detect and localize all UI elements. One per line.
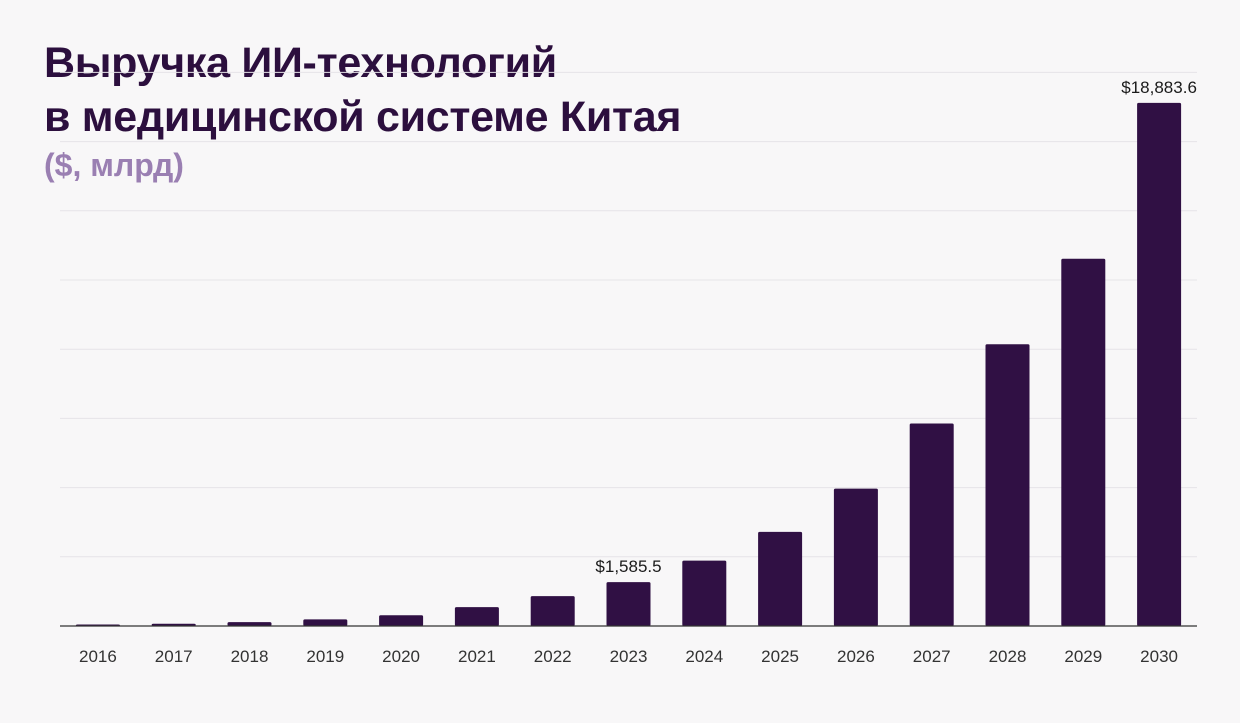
bar-2018 — [227, 622, 272, 626]
bar-2029 — [1061, 258, 1106, 626]
bar-2023 — [606, 582, 651, 626]
x-tick-label-2029: 2029 — [1064, 647, 1102, 666]
x-tick-label-2027: 2027 — [913, 647, 951, 666]
x-tick-label-2025: 2025 — [761, 647, 799, 666]
x-tick-label-2018: 2018 — [231, 647, 269, 666]
bar-2028 — [985, 344, 1030, 626]
chart-title-line-2: в медицинской системе Китая — [44, 93, 682, 141]
data-label-2023: $1,585.5 — [595, 557, 661, 576]
bar-2019 — [303, 619, 348, 626]
x-tick-label-2016: 2016 — [79, 647, 117, 666]
x-tick-label-2024: 2024 — [685, 647, 723, 666]
bar-2022 — [530, 596, 575, 626]
bar-2021 — [454, 607, 499, 626]
data-labels: $1,585.5 $18,883.6 — [595, 78, 1197, 576]
bars — [75, 102, 1182, 627]
x-tick-label-2019: 2019 — [306, 647, 344, 666]
x-tick-label-2026: 2026 — [837, 647, 875, 666]
chart-subtitle-units: ($, млрд) — [44, 147, 184, 183]
x-tick-label-2021: 2021 — [458, 647, 496, 666]
x-tick-label-2022: 2022 — [534, 647, 572, 666]
x-tick-labels: 2016 2017 2018 2019 2020 2021 2022 2023 2024 2025… — [79, 647, 1178, 666]
x-tick-label-2023: 2023 — [610, 647, 648, 666]
chart-title: Выручка ИИ-технологий в медицинской сист… — [44, 36, 681, 144]
x-tick-label-2020: 2020 — [382, 647, 420, 666]
bar-2020 — [379, 615, 424, 626]
bar-2025 — [758, 531, 803, 626]
x-tick-label-2017: 2017 — [155, 647, 193, 666]
bar-2027 — [909, 423, 954, 626]
x-tick-label-2030: 2030 — [1140, 647, 1178, 666]
data-label-2030: $18,883.6 — [1121, 78, 1197, 97]
bar-2030 — [1137, 102, 1182, 627]
x-tick-label-2028: 2028 — [989, 647, 1027, 666]
bar-2026 — [833, 488, 878, 626]
chart-title-line-1: Выручка ИИ-технологий — [44, 39, 557, 87]
bar-2024 — [682, 560, 727, 626]
